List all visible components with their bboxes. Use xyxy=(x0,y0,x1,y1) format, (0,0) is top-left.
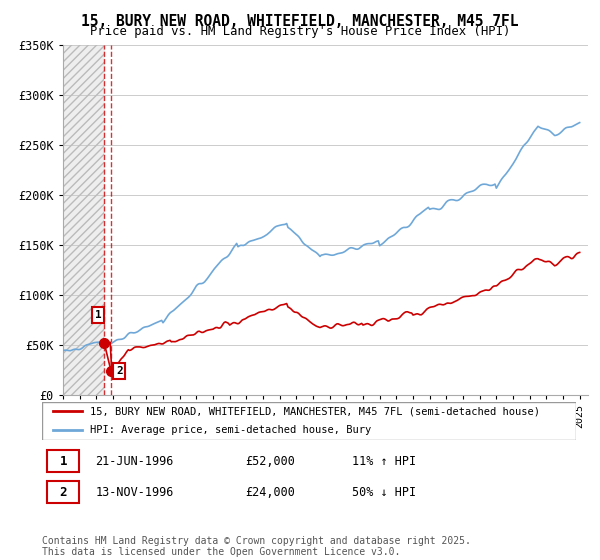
Text: Contains HM Land Registry data © Crown copyright and database right 2025.
This d: Contains HM Land Registry data © Crown c… xyxy=(42,535,471,557)
Text: HPI: Average price, semi-detached house, Bury: HPI: Average price, semi-detached house,… xyxy=(90,425,371,435)
Bar xyxy=(63,45,104,395)
Text: £52,000: £52,000 xyxy=(245,455,295,468)
Text: 13-NOV-1996: 13-NOV-1996 xyxy=(95,486,174,499)
Text: 11% ↑ HPI: 11% ↑ HPI xyxy=(352,455,416,468)
Text: 2: 2 xyxy=(116,366,123,376)
Text: 1: 1 xyxy=(95,310,102,320)
FancyBboxPatch shape xyxy=(42,402,576,440)
Text: 50% ↓ HPI: 50% ↓ HPI xyxy=(352,486,416,499)
Text: 1: 1 xyxy=(59,455,67,468)
Text: £24,000: £24,000 xyxy=(245,486,295,499)
Text: 15, BURY NEW ROAD, WHITEFIELD, MANCHESTER, M45 7FL (semi-detached house): 15, BURY NEW ROAD, WHITEFIELD, MANCHESTE… xyxy=(90,406,540,416)
Bar xyxy=(47,481,79,503)
Bar xyxy=(47,450,79,472)
Text: 2: 2 xyxy=(59,486,67,499)
Text: 21-JUN-1996: 21-JUN-1996 xyxy=(95,455,174,468)
Bar xyxy=(63,45,104,395)
Text: Price paid vs. HM Land Registry's House Price Index (HPI): Price paid vs. HM Land Registry's House … xyxy=(90,25,510,38)
Text: 15, BURY NEW ROAD, WHITEFIELD, MANCHESTER, M45 7FL: 15, BURY NEW ROAD, WHITEFIELD, MANCHESTE… xyxy=(81,14,519,29)
